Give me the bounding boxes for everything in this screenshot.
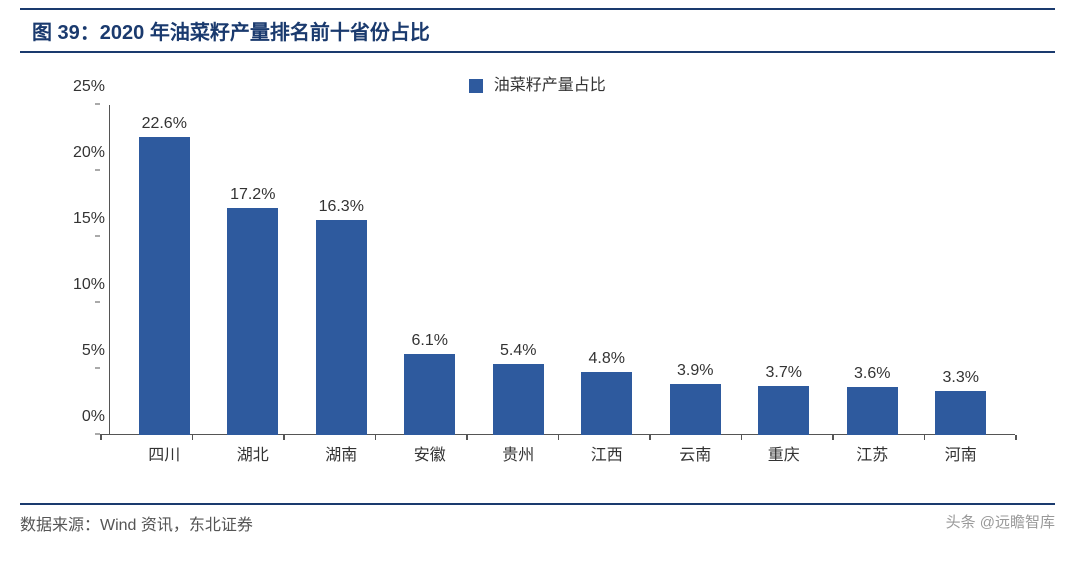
x-category-label: 安徽: [414, 441, 446, 465]
x-tick-mark: [832, 435, 834, 440]
bar-value-label: 3.9%: [677, 362, 713, 380]
bar-column: 3.6%江苏: [828, 105, 917, 435]
bar-value-label: 17.2%: [230, 186, 275, 204]
chart-container: 油菜籽产量占比 22.6%四川17.2%湖北16.3%湖南6.1%安徽5.4%贵…: [40, 63, 1035, 493]
bar-value-label: 22.6%: [142, 115, 187, 133]
bar-column: 3.3%河南: [917, 105, 1006, 435]
y-tick-label: 25%: [50, 78, 105, 96]
bar-value-label: 3.3%: [943, 369, 979, 387]
watermark: 头条 @远瞻智库: [946, 511, 1055, 535]
x-tick-mark: [192, 435, 194, 440]
x-category-label: 江苏: [856, 441, 888, 465]
source-bar: 数据来源：Wind 资讯，东北证券 头条 @远瞻智库: [20, 503, 1055, 535]
x-category-label: 江西: [591, 441, 623, 465]
bar-value-label: 3.6%: [854, 365, 890, 383]
x-tick-mark: [924, 435, 926, 440]
legend: 油菜籽产量占比: [40, 63, 1035, 105]
y-tick-label: 0%: [50, 408, 105, 426]
x-category-label: 四川: [148, 441, 180, 465]
bar-column: 22.6%四川: [120, 105, 209, 435]
y-tick-label: 15%: [50, 210, 105, 228]
bar-value-label: 4.8%: [589, 350, 625, 368]
bar-rect: [227, 208, 278, 435]
bar-rect: [139, 137, 190, 435]
bar-rect: [670, 384, 721, 435]
x-category-label: 湖北: [237, 441, 269, 465]
y-tick-mark: [95, 367, 100, 369]
y-tick-label: 20%: [50, 144, 105, 162]
bar-rect: [316, 220, 367, 435]
y-tick-label: 5%: [50, 342, 105, 360]
x-tick-mark: [558, 435, 560, 440]
x-tick-mark: [649, 435, 651, 440]
x-category-label: 贵州: [502, 441, 534, 465]
y-tick-mark: [95, 103, 100, 105]
x-tick-mark: [100, 435, 102, 440]
chart-title-bar: 图 39：2020 年油菜籽产量排名前十省份占比: [20, 8, 1055, 53]
x-tick-mark: [741, 435, 743, 440]
bar-rect: [581, 372, 632, 435]
legend-swatch: [469, 79, 483, 93]
y-tick-mark: [95, 235, 100, 237]
bar-rect: [935, 391, 986, 435]
bar-column: 16.3%湖南: [297, 105, 386, 435]
x-category-label: 重庆: [768, 441, 800, 465]
bar-value-label: 6.1%: [412, 332, 448, 350]
y-tick-mark: [95, 301, 100, 303]
bar-column: 3.7%重庆: [740, 105, 829, 435]
bar-value-label: 5.4%: [500, 342, 536, 360]
x-category-label: 云南: [679, 441, 711, 465]
bar-column: 5.4%贵州: [474, 105, 563, 435]
bar-column: 6.1%安徽: [386, 105, 475, 435]
x-tick-mark: [466, 435, 468, 440]
bar-column: 17.2%湖北: [209, 105, 298, 435]
x-category-label: 湖南: [325, 441, 357, 465]
source-label: 数据来源：Wind 资讯，东北证券: [20, 511, 253, 535]
chart-title: 图 39：2020 年油菜籽产量排名前十省份占比: [32, 16, 1043, 45]
bar-rect: [493, 364, 544, 435]
bar-rect: [758, 386, 809, 435]
bars-group: 22.6%四川17.2%湖北16.3%湖南6.1%安徽5.4%贵州4.8%江西3…: [110, 105, 1015, 435]
bar-column: 4.8%江西: [563, 105, 652, 435]
bar-value-label: 3.7%: [766, 364, 802, 382]
x-tick-mark: [1015, 435, 1017, 440]
bar-rect: [847, 387, 898, 435]
bar-rect: [404, 354, 455, 435]
bar-value-label: 16.3%: [319, 198, 364, 216]
x-category-label: 河南: [945, 441, 977, 465]
x-tick-mark: [283, 435, 285, 440]
y-tick-label: 10%: [50, 276, 105, 294]
x-tick-mark: [375, 435, 377, 440]
y-tick-mark: [95, 169, 100, 171]
bar-column: 3.9%云南: [651, 105, 740, 435]
legend-label: 油菜籽产量占比: [494, 77, 606, 94]
plot-area: 22.6%四川17.2%湖北16.3%湖南6.1%安徽5.4%贵州4.8%江西3…: [110, 105, 1015, 465]
